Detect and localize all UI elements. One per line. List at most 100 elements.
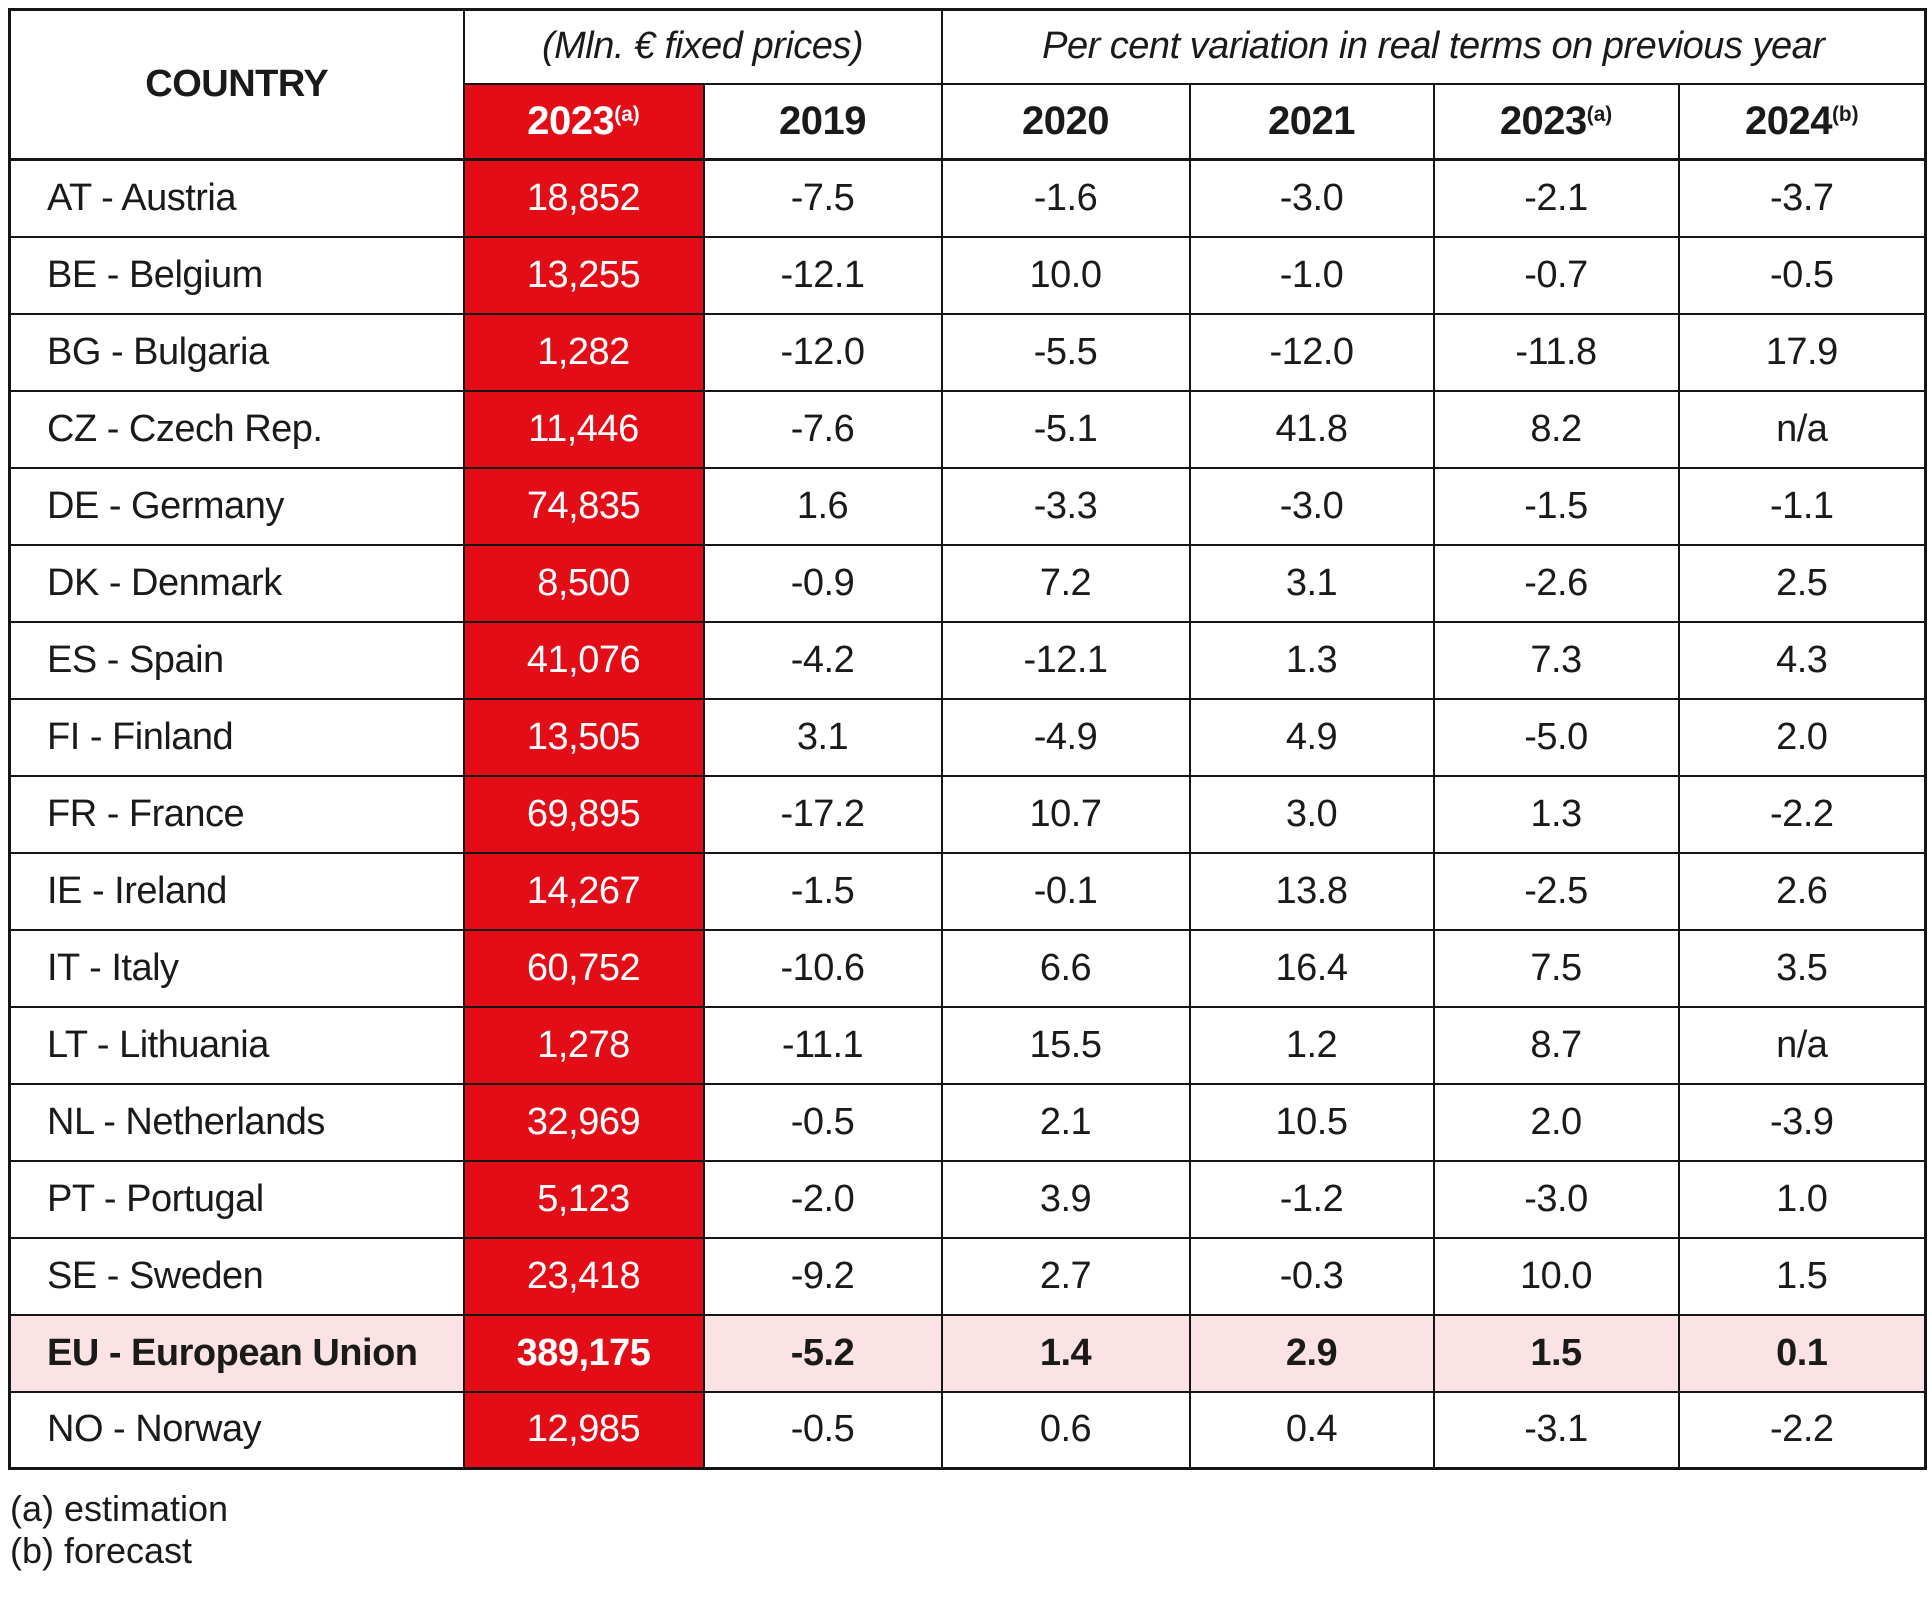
pct-2019-cell: -12.1	[702, 235, 943, 315]
pct-2023-cell: 1.5	[1432, 1313, 1680, 1393]
pct-2024-cell: 3.5	[1677, 928, 1927, 1008]
mln-2023-cell: 8,500	[462, 543, 705, 623]
country-cell: SE - Sweden	[8, 1236, 465, 1316]
mln-2023-cell: 23,418	[462, 1236, 705, 1316]
table-row: DK - Denmark 8,500 -0.9 7.2 3.1 -2.6 2.5	[8, 543, 1927, 623]
pct-2021-cell: -0.3	[1188, 1236, 1435, 1316]
country-cell: AT - Austria	[8, 158, 465, 238]
table-row: BE - Belgium 13,255 -12.1 10.0 -1.0 -0.7…	[8, 235, 1927, 315]
year-label: 2019	[779, 98, 866, 143]
pct-2019-cell: -1.5	[702, 851, 943, 931]
pct-2024-cell: 2.5	[1677, 543, 1927, 623]
table-body: AT - Austria 18,852 -7.5 -1.6 -3.0 -2.1 …	[8, 158, 1927, 1470]
mln-2023-cell: 60,752	[462, 928, 705, 1008]
table-row: DE - Germany 74,835 1.6 -3.3 -3.0 -1.5 -…	[8, 466, 1927, 546]
pct-2021-cell: 3.0	[1188, 774, 1435, 854]
pct-2024-cell: 1.5	[1677, 1236, 1927, 1316]
table-row: NO - Norway 12,985 -0.5 0.6 0.4 -3.1 -2.…	[8, 1390, 1927, 1470]
pct-2021-cell: -1.0	[1188, 235, 1435, 315]
footnote-marker-a: (a)	[614, 102, 640, 126]
mln-2023-cell: 14,267	[462, 851, 705, 931]
mln-2023-cell: 18,852	[462, 158, 705, 238]
pct-2024-cell: -2.2	[1677, 1390, 1927, 1470]
pct-2023-cell: 7.3	[1432, 620, 1680, 700]
table-row: SE - Sweden 23,418 -9.2 2.7 -0.3 10.0 1.…	[8, 1236, 1927, 1316]
footnote-marker-a: (a)	[1586, 102, 1613, 126]
country-cell: ES - Spain	[8, 620, 465, 700]
year-header-2021: 2021	[1188, 82, 1435, 161]
pct-2020-cell: 0.6	[940, 1390, 1191, 1470]
pct-2023-cell: -3.0	[1432, 1159, 1680, 1239]
year-label: 2023	[1499, 98, 1587, 143]
pct-2021-cell: 1.2	[1188, 1005, 1435, 1085]
pct-2020-cell: 1.4	[940, 1313, 1191, 1393]
mln-2023-cell: 32,969	[462, 1082, 705, 1162]
pct-2023-cell: -5.0	[1432, 697, 1680, 777]
table-row: AT - Austria 18,852 -7.5 -1.6 -3.0 -2.1 …	[8, 158, 1927, 238]
pct-2021-cell: 10.5	[1188, 1082, 1435, 1162]
pct-2019-cell: 3.1	[702, 697, 943, 777]
pct-2024-cell: n/a	[1677, 1005, 1927, 1085]
pct-2021-cell: 1.3	[1188, 620, 1435, 700]
year-header-2024-forecast: 2024(b)	[1677, 82, 1927, 161]
table-row: NL - Netherlands 32,969 -0.5 2.1 10.5 2.…	[8, 1082, 1927, 1162]
pct-2023-cell: -11.8	[1432, 312, 1680, 392]
year-header-2023-estimate: 2023(a)	[1432, 82, 1680, 161]
pct-2024-cell: 2.6	[1677, 851, 1927, 931]
pct-2021-cell: 2.9	[1188, 1313, 1435, 1393]
pct-2020-cell: 7.2	[940, 543, 1191, 623]
year-header-2019: 2019	[702, 82, 943, 161]
pct-2021-cell: 41.8	[1188, 389, 1435, 469]
pct-2019-cell: -10.6	[702, 928, 943, 1008]
pct-2021-cell: -3.0	[1188, 158, 1435, 238]
pct-2023-cell: 8.2	[1432, 389, 1680, 469]
pct-2019-cell: -7.6	[702, 389, 943, 469]
pct-2020-cell: 10.0	[940, 235, 1191, 315]
footnote-forecast: (b) forecast	[10, 1530, 193, 1571]
mln-2023-cell: 389,175	[462, 1313, 705, 1393]
pct-2021-cell: 3.1	[1188, 543, 1435, 623]
pct-2023-cell: -1.5	[1432, 466, 1680, 546]
country-cell: DK - Denmark	[8, 543, 465, 623]
pct-2019-cell: -0.5	[702, 1390, 943, 1470]
mln-2023-cell: 11,446	[462, 389, 705, 469]
pct-2021-cell: -12.0	[1188, 312, 1435, 392]
year-header-row: 2023(a) 2019 2020 2021 2023(a) 2024(b)	[10, 82, 1927, 161]
table-row: EU - European Union 389,175 -5.2 1.4 2.9…	[8, 1313, 1927, 1393]
country-cell: BE - Belgium	[8, 235, 465, 315]
country-cell: CZ - Czech Rep.	[8, 389, 465, 469]
pct-2024-cell: 4.3	[1677, 620, 1927, 700]
footnotes: (a) estimation (b) forecast	[8, 1488, 1924, 1572]
year-label: 2023	[527, 98, 615, 143]
year-label: 2020	[1022, 98, 1109, 143]
mln-2023-cell: 69,895	[462, 774, 705, 854]
table-row: FR - France 69,895 -17.2 10.7 3.0 1.3 -2…	[8, 774, 1927, 854]
table-row: IT - Italy 60,752 -10.6 6.6 16.4 7.5 3.5	[8, 928, 1927, 1008]
pct-2024-cell: -3.9	[1677, 1082, 1927, 1162]
table-row: BG - Bulgaria 1,282 -12.0 -5.5 -12.0 -11…	[8, 312, 1927, 392]
pct-2023-cell: 7.5	[1432, 928, 1680, 1008]
pct-2019-cell: -12.0	[702, 312, 943, 392]
pct-2024-cell: 0.1	[1677, 1313, 1927, 1393]
year-header-2020: 2020	[940, 82, 1191, 161]
country-cell: DE - Germany	[8, 466, 465, 546]
pct-2023-cell: -2.5	[1432, 851, 1680, 931]
group-header-row: COUNTRY (Mln. € fixed prices) Per cent v…	[8, 8, 1927, 161]
pct-2021-cell: 13.8	[1188, 851, 1435, 931]
country-cell: BG - Bulgaria	[8, 312, 465, 392]
pct-2024-cell: -3.7	[1677, 158, 1927, 238]
pct-2021-cell: 4.9	[1188, 697, 1435, 777]
pct-2020-cell: -5.5	[940, 312, 1191, 392]
pct-2019-cell: -9.2	[702, 1236, 943, 1316]
pct-2019-cell: -7.5	[702, 158, 943, 238]
pct-2019-cell: -11.1	[702, 1005, 943, 1085]
country-column-header: COUNTRY	[8, 8, 465, 161]
pct-2020-cell: 3.9	[940, 1159, 1191, 1239]
pct-2024-cell: 1.0	[1677, 1159, 1927, 1239]
mln-2023-cell: 13,505	[462, 697, 705, 777]
mln-2023-cell: 1,282	[462, 312, 705, 392]
pct-2019-cell: -17.2	[702, 774, 943, 854]
year-header-2023-estimate-red: 2023(a)	[462, 82, 705, 161]
country-cell: EU - European Union	[8, 1313, 465, 1393]
